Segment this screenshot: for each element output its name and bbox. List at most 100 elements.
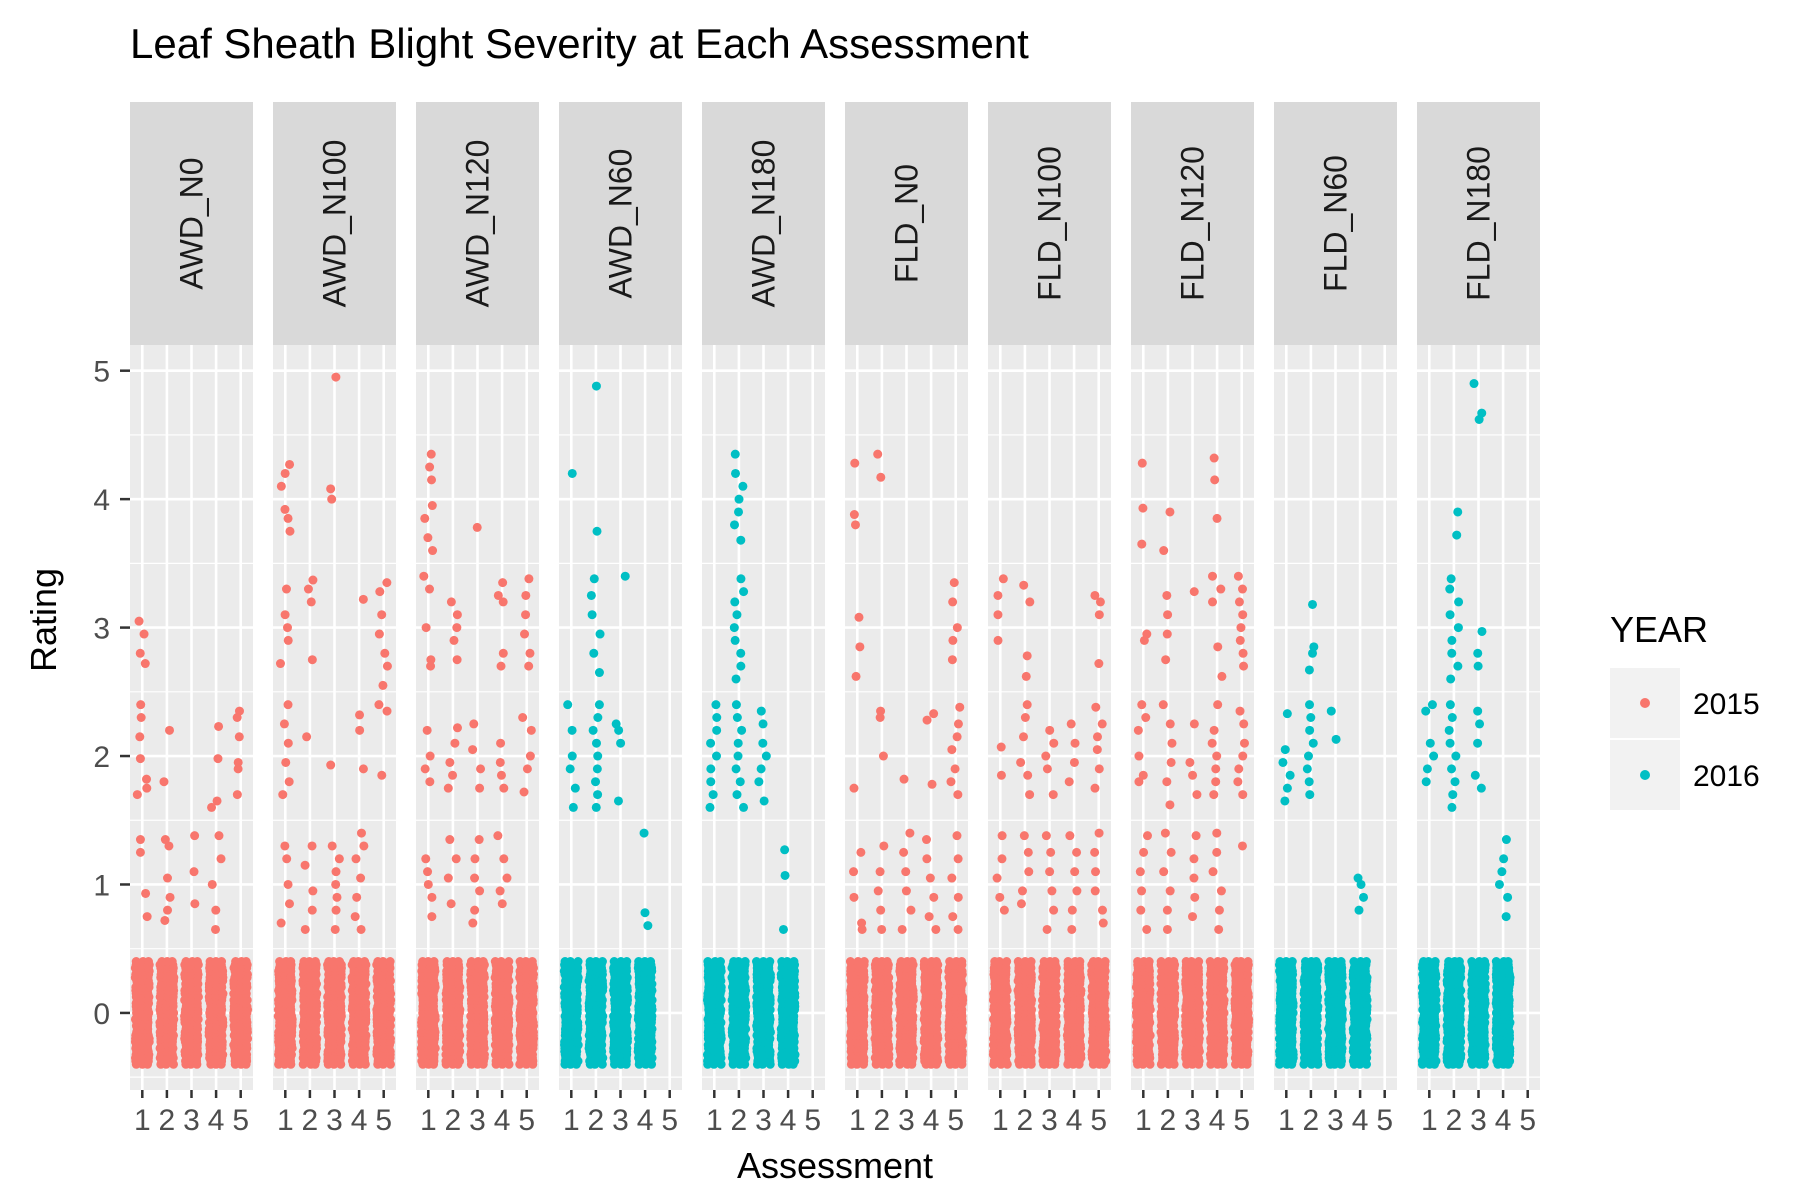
data-point (470, 873, 480, 883)
data-point (446, 597, 456, 607)
data-point (1137, 886, 1147, 896)
data-point (597, 957, 607, 967)
data-point (214, 831, 224, 841)
data-point (1137, 700, 1147, 710)
data-point (573, 957, 583, 967)
data-point (952, 623, 962, 633)
data-point (1020, 713, 1030, 722)
data-point (470, 905, 480, 915)
x-tick-label: 4 (351, 1104, 368, 1137)
data-point (921, 835, 931, 845)
data-point (1159, 546, 1169, 556)
data-point (1243, 957, 1253, 967)
data-point (452, 655, 462, 665)
data-point (1208, 597, 1218, 607)
strip-label: AWD_N120 (460, 140, 496, 308)
data-point (470, 854, 480, 864)
data-point (1238, 648, 1248, 658)
data-point (1091, 702, 1101, 712)
data-point (1208, 867, 1218, 877)
data-point (330, 924, 340, 934)
data-point (1188, 912, 1198, 922)
data-point (594, 700, 604, 710)
data-point (232, 713, 242, 722)
data-point (475, 886, 485, 896)
data-point (1019, 580, 1029, 590)
x-tick-label: 3 (326, 1104, 343, 1137)
data-point (952, 831, 962, 841)
data-point (1287, 957, 1297, 967)
data-point (620, 571, 630, 581)
data-point (711, 700, 721, 710)
data-point (739, 802, 749, 812)
data-point (1137, 539, 1147, 549)
data-point (281, 584, 291, 594)
data-point (995, 892, 1005, 902)
data-point (1166, 847, 1176, 857)
x-tick-label: 5 (1233, 1104, 1250, 1137)
data-point (1049, 905, 1059, 915)
data-point (730, 597, 740, 607)
data-point (1137, 458, 1147, 468)
data-point (593, 790, 603, 800)
data-point (496, 770, 506, 780)
panel-fld_n0: FLD_N01 2 3 4 5 (845, 102, 968, 1137)
data-point (496, 661, 506, 671)
data-point (849, 867, 859, 877)
data-point (474, 835, 484, 845)
x-tick-label: 4 (1352, 1104, 1369, 1137)
data-point (1139, 847, 1149, 857)
data-point (854, 612, 864, 622)
data-point (1165, 886, 1175, 896)
data-point (522, 764, 532, 774)
data-point (276, 481, 286, 491)
data-point (443, 873, 453, 883)
data-point (478, 957, 488, 967)
data-point (135, 835, 145, 845)
data-point (901, 867, 911, 877)
data-point (469, 719, 479, 729)
data-point (1216, 584, 1226, 594)
data-point (953, 854, 963, 864)
x-tick-label: 2 (731, 1104, 748, 1137)
data-point (754, 777, 764, 787)
data-point (136, 713, 146, 722)
data-point (1359, 892, 1369, 902)
data-point (303, 584, 313, 594)
x-tick-label: 2 (302, 1104, 319, 1137)
strip-label: FLD_N60 (1318, 155, 1354, 292)
data-point (1188, 770, 1198, 780)
data-point (1162, 629, 1172, 639)
data-point (425, 777, 435, 787)
data-point (855, 642, 865, 652)
data-point (568, 802, 578, 812)
data-point (283, 513, 293, 523)
data-point (142, 912, 152, 922)
data-point (1050, 957, 1060, 967)
data-point (1219, 957, 1229, 967)
data-point (426, 449, 436, 459)
data-point (733, 738, 743, 748)
data-point (789, 957, 799, 967)
data-point (1282, 709, 1292, 719)
data-point (1023, 847, 1033, 857)
data-point (1070, 738, 1080, 748)
data-point (1192, 790, 1202, 800)
data-point (427, 892, 437, 902)
data-point (875, 713, 885, 722)
x-tick-label: 4 (780, 1104, 797, 1137)
data-point (953, 924, 963, 934)
data-point (425, 462, 435, 472)
data-point (1211, 777, 1221, 787)
data-point (504, 957, 514, 967)
data-point (1016, 757, 1026, 767)
data-point (214, 721, 224, 731)
data-point (592, 526, 602, 536)
data-point (445, 835, 455, 845)
data-point (732, 713, 742, 722)
data-point (1189, 873, 1199, 883)
data-point (519, 787, 529, 797)
x-tick-label: 2 (588, 1104, 605, 1137)
data-point (851, 671, 861, 681)
